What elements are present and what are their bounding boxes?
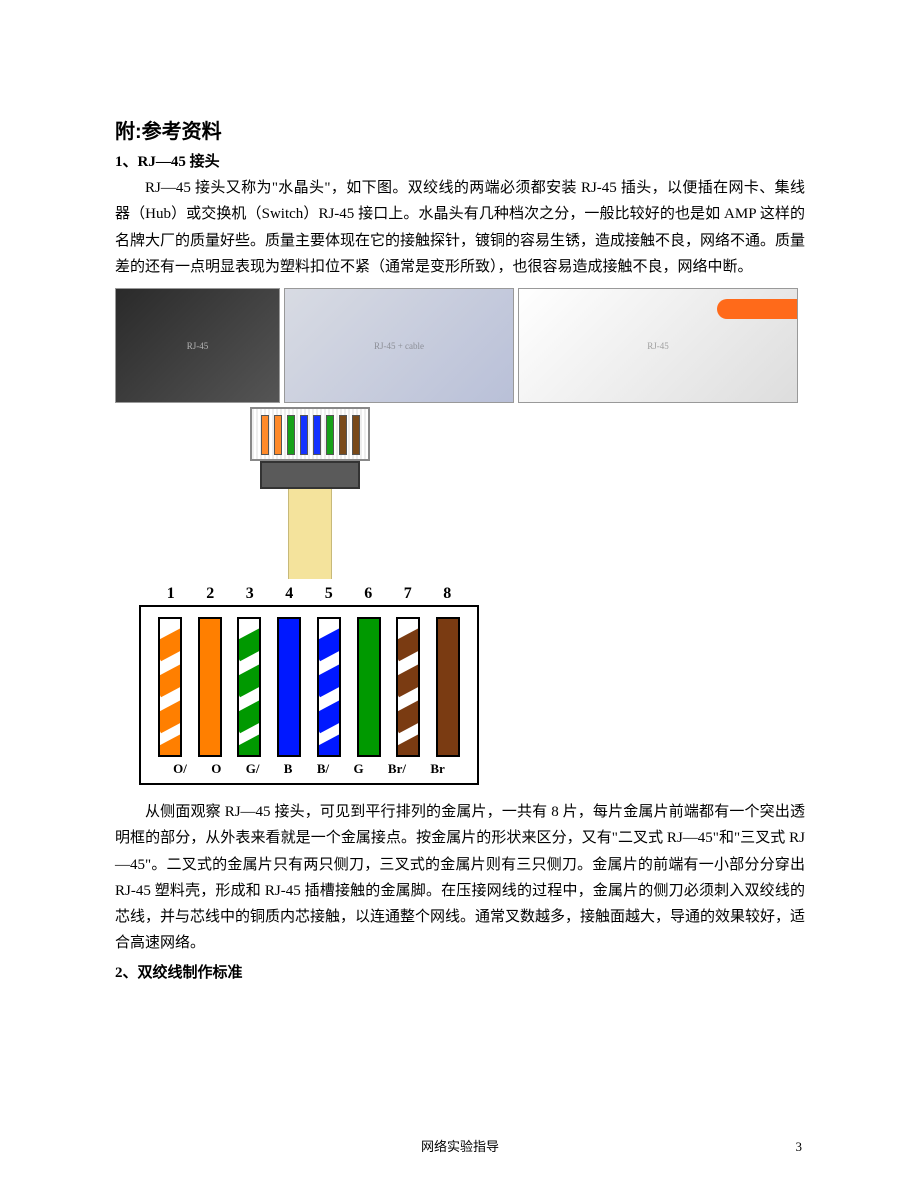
appendix-heading: 附:参考资料 — [115, 115, 805, 144]
pin-numbers-row: 1 2 3 4 5 6 7 8 — [139, 585, 479, 605]
rj45-illus-wire — [352, 415, 360, 455]
rj45-illus-wire — [313, 415, 321, 455]
rj45-illus-cable — [288, 489, 332, 579]
rj45-illus-wire — [274, 415, 282, 455]
pin-wire — [436, 617, 460, 757]
paragraph-2: 从侧面观察 RJ—45 接头，可见到平行排列的金属片，一共有 8 片，每片金属片… — [115, 799, 805, 957]
pin-wire — [198, 617, 222, 757]
rj45-illus-wire — [261, 415, 269, 455]
rj45-illus-wire — [287, 415, 295, 455]
pin-labels-row: O/O G/B B/G Br/Br — [153, 757, 465, 777]
pin-label: Br/ — [388, 761, 406, 777]
rj45-illus-boot — [260, 461, 360, 489]
rj45-illustration — [245, 407, 375, 579]
rj45-illus-wire — [339, 415, 347, 455]
page-number: 3 — [796, 1139, 803, 1155]
pin-color-diagram: 1 2 3 4 5 6 7 8 O/O G/B B/G Br/Br — [139, 585, 479, 785]
pin-number: 3 — [246, 585, 254, 603]
pin-label: O/ — [173, 761, 187, 777]
pin-label: Br — [430, 761, 444, 777]
document-page: 附:参考资料 1、RJ—45 接头 RJ—45 接头又称为"水晶头"，如下图。双… — [0, 0, 920, 1046]
pin-wire — [237, 617, 261, 757]
pin-wire — [158, 617, 182, 757]
pin-label: B/ — [317, 761, 329, 777]
pin-label: O — [211, 761, 221, 777]
rj45-photo-blue-cable: RJ-45 + cable — [284, 288, 514, 403]
pin-box: O/O G/B B/G Br/Br — [139, 605, 479, 785]
pin-number: 4 — [285, 585, 293, 603]
section-2-title: 2、双绞线制作标准 — [115, 961, 805, 982]
rj45-illus-head — [250, 407, 370, 461]
pin-label: G/ — [246, 761, 260, 777]
rj45-photo-row: RJ-45 RJ-45 + cable RJ-45 — [115, 288, 805, 403]
pin-wire — [396, 617, 420, 757]
pin-number: 8 — [443, 585, 451, 603]
pin-wire — [277, 617, 301, 757]
pin-label: B — [284, 761, 293, 777]
pin-number: 7 — [404, 585, 412, 603]
pin-number: 1 — [167, 585, 175, 603]
pin-wire — [357, 617, 381, 757]
orange-cable-stub — [717, 299, 797, 319]
pin-number: 5 — [325, 585, 333, 603]
footer-text: 网络实验指导 — [0, 1136, 920, 1155]
rj45-photo-clear-plug: RJ-45 — [115, 288, 280, 403]
pin-number: 6 — [364, 585, 372, 603]
paragraph-1: RJ—45 接头又称为"水晶头"，如下图。双绞线的两端必须都安装 RJ-45 插… — [115, 175, 805, 280]
rj45-illus-wire — [300, 415, 308, 455]
rj45-photo-orange-cable: RJ-45 — [518, 288, 798, 403]
pin-row — [153, 617, 465, 757]
pin-number: 2 — [206, 585, 214, 603]
section-1-title: 1、RJ—45 接头 — [115, 150, 805, 171]
pin-label: G — [353, 761, 363, 777]
pin-wire — [317, 617, 341, 757]
rj45-illus-wire — [326, 415, 334, 455]
